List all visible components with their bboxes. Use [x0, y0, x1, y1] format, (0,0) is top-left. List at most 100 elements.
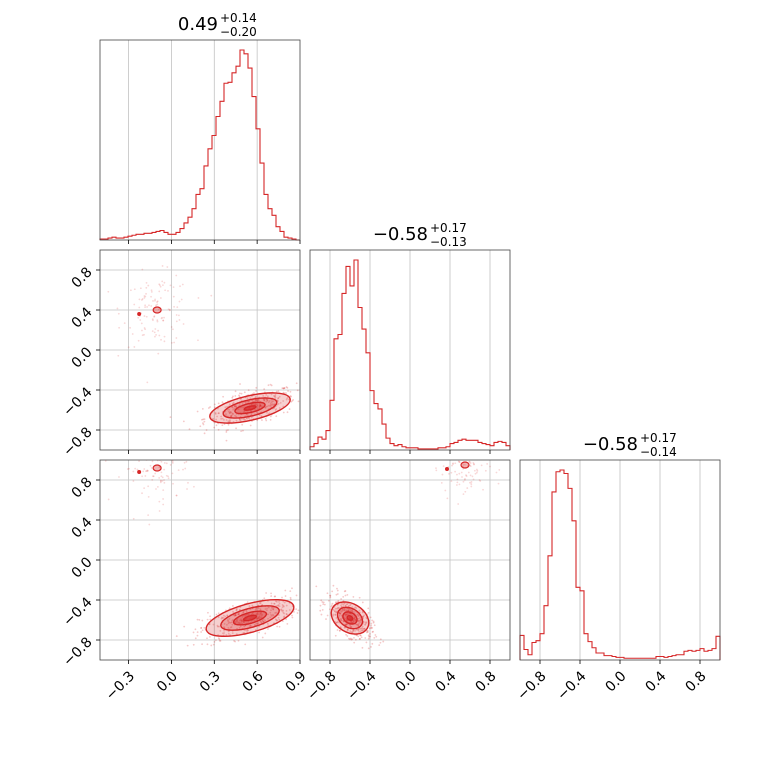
sample-point — [480, 464, 483, 467]
sample-point — [452, 462, 454, 465]
sample-point — [227, 632, 230, 635]
sample-point — [225, 429, 228, 432]
sample-point — [234, 405, 236, 408]
sample-point — [282, 391, 285, 394]
sample-point — [215, 418, 218, 421]
sample-point — [248, 400, 251, 403]
sample-point — [323, 603, 326, 606]
sample-point — [228, 420, 231, 423]
sample-point — [474, 472, 477, 475]
sample-point — [145, 445, 147, 447]
sample-point — [248, 613, 250, 616]
sample-point — [143, 438, 145, 440]
sample-point — [150, 291, 153, 293]
sample-point — [228, 408, 231, 411]
x-tick-label: −0.3 — [103, 668, 138, 703]
sample-point — [334, 607, 337, 610]
sample-point — [248, 625, 251, 628]
sample-point — [221, 617, 224, 620]
sample-point — [288, 609, 291, 611]
sample-point — [289, 596, 292, 599]
sample-point — [359, 628, 362, 630]
sample-point — [275, 415, 278, 418]
sample-point — [353, 636, 355, 639]
sample-point — [250, 416, 253, 419]
sample-point — [227, 620, 230, 623]
sample-point — [163, 316, 165, 319]
sample-point — [154, 298, 156, 301]
y-tick-label: 0.0 — [69, 344, 96, 371]
panel-grid — [539, 460, 701, 660]
sample-point — [341, 608, 344, 611]
sample-point — [128, 467, 130, 470]
sample-point — [351, 609, 354, 612]
sample-point — [258, 414, 261, 417]
sample-point — [260, 614, 263, 617]
x-ticks — [128, 450, 301, 454]
y-tick-label: −0.4 — [60, 594, 95, 629]
sample-point — [484, 447, 486, 449]
sample-point — [379, 641, 382, 644]
sample-point — [331, 602, 334, 605]
sample-point — [230, 414, 233, 417]
sample-point — [353, 617, 356, 620]
y-tick-label: −0.4 — [60, 384, 95, 419]
sample-point — [247, 400, 250, 403]
sample-point — [159, 285, 162, 288]
sample-point — [131, 333, 134, 335]
sample-point — [241, 418, 243, 420]
sample-point — [265, 609, 268, 612]
sample-point — [270, 384, 273, 387]
sample-point — [147, 469, 149, 472]
sample-point — [243, 614, 246, 617]
sample-point — [340, 611, 343, 614]
sample-point — [212, 417, 215, 420]
sample-point — [254, 608, 257, 611]
sample-point — [148, 523, 151, 526]
sample-point — [354, 618, 357, 621]
x-tick-label: 0.0 — [603, 668, 630, 695]
sample-point — [242, 620, 245, 623]
sample-point — [281, 606, 284, 609]
sample-point — [284, 595, 287, 597]
sample-point — [235, 614, 237, 617]
sample-point — [286, 397, 289, 400]
sample-point — [237, 613, 240, 615]
sample-point — [147, 485, 150, 488]
sample-point — [164, 458, 166, 460]
panel-title: 0.49 +0.14−0.20 — [178, 11, 257, 39]
sample-point — [152, 300, 154, 302]
sample-point — [206, 618, 209, 621]
sample-point — [275, 390, 278, 393]
sample-point — [221, 401, 224, 404]
y-tick-label: 0.8 — [69, 474, 96, 501]
sample-point — [222, 616, 225, 619]
sample-point — [248, 605, 251, 607]
sample-point — [486, 463, 489, 465]
sample-point — [351, 610, 354, 613]
sample-point — [286, 387, 289, 389]
sample-point — [258, 616, 260, 618]
sample-point — [201, 418, 203, 421]
sample-point — [457, 503, 460, 505]
sample-point — [319, 604, 322, 607]
x-ticks: −0.8 −0.4 0.0 0.4 0.8 — [304, 660, 500, 704]
sample-point — [471, 432, 473, 434]
sample-point — [269, 405, 272, 408]
sample-point — [234, 614, 237, 616]
sample-point — [273, 602, 276, 605]
sample-point — [145, 315, 148, 318]
sample-point — [375, 635, 378, 638]
sample-point — [241, 619, 244, 622]
sample-point — [300, 398, 302, 400]
sample-point — [274, 595, 277, 598]
sample-point — [252, 403, 255, 405]
sample-point — [163, 481, 166, 484]
sample-point — [156, 457, 158, 459]
y-tick-label: 0.4 — [69, 514, 96, 541]
sample-point — [345, 613, 347, 616]
sample-point — [162, 319, 165, 322]
sample-point — [247, 414, 249, 417]
sample-point — [139, 287, 142, 290]
sample-point — [268, 400, 271, 402]
